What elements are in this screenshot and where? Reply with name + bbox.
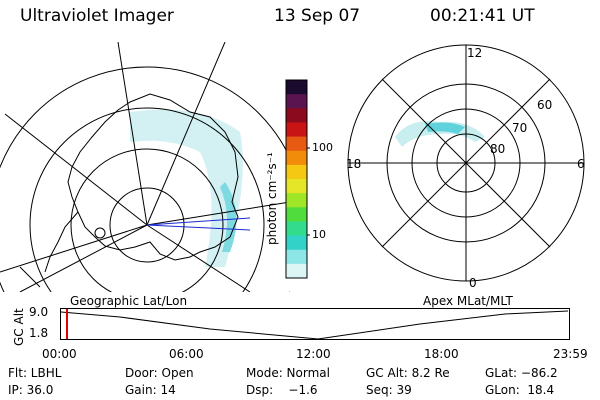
colorbar-stripe (286, 235, 307, 251)
colorbar-stripe (286, 249, 307, 265)
timeline-y-tick-1-8: 1.8 (29, 326, 49, 340)
gc-altitude-timeline (60, 308, 570, 340)
colorbar-stripe (286, 122, 307, 138)
mlt-label-0: 0 (469, 276, 477, 290)
dsp-info: Dsp: −1.6 (246, 383, 318, 397)
dipole-line (146, 217, 251, 226)
timeline-x-tick-2359: 23:59 (553, 347, 588, 361)
colorbar-unit-label: photon cm⁻²s⁻¹ (265, 152, 279, 245)
aurora-oval-bright (425, 122, 465, 134)
lat-circle-edge (0, 66, 290, 292)
gain-info: Gain: 14 (125, 383, 176, 397)
colorbar-tick-100: 100 (312, 141, 333, 154)
timeline-y-tick-9: 9.0 (29, 305, 49, 319)
glon-info: GLon: 18.4 (485, 383, 555, 397)
lon-line (19, 224, 148, 292)
colorbar-stripe (286, 80, 307, 95)
apex-caption: Apex MLat/MLT (423, 294, 513, 308)
dipole-line (146, 224, 251, 231)
lat-circle-inner (109, 187, 185, 263)
colorbar-stripe (286, 150, 307, 166)
glat-info: GLat: −86.2 (485, 366, 558, 380)
lat-circle-outer (29, 107, 265, 292)
gc-altitude-curve (60, 310, 569, 340)
timeline-x-tick-0600: 06:00 (169, 347, 204, 361)
time-label: 00:21:41 UT (430, 6, 535, 26)
lon-line (117, 42, 148, 226)
mode-info: Mode: Normal (246, 366, 330, 380)
mlt-line (381, 78, 551, 248)
mlat-label-70: 70 (512, 121, 528, 135)
timeline-x-tick-1200: 12:00 (296, 347, 331, 361)
apex-polar-map (347, 44, 585, 282)
filter-info: Flt: LBHL (8, 366, 62, 380)
date-label: 13 Sep 07 (274, 6, 361, 26)
lon-line (0, 224, 148, 273)
colorbar-stripe (286, 207, 307, 222)
mlat-label-60: 60 (537, 98, 553, 112)
lon-line (4, 113, 148, 226)
timeline-x-tick-0000: 00:00 (42, 347, 77, 361)
mlat-label-80: 80 (490, 142, 506, 156)
lon-line (146, 224, 251, 292)
colorbar-stripe (286, 179, 307, 194)
gc-alt-info: GC Alt: 8.2 Re (366, 366, 450, 380)
app-title: Ultraviolet Imager (20, 6, 174, 26)
mlt-label-18: 18 (346, 157, 362, 171)
aurora-glow (130, 109, 243, 267)
colorbar-stripe (286, 94, 307, 109)
colorbar-frame (285, 79, 308, 279)
geographic-caption: Geographic Lat/Lon (70, 294, 188, 308)
mlt-label-6: 6 (577, 157, 585, 171)
south-america-outline (19, 266, 41, 288)
peninsula-outline (44, 211, 79, 273)
colorbar-tick-10: 10 (312, 228, 326, 241)
colorbar (285, 79, 310, 279)
geographic-map (0, 42, 290, 292)
island-outline (94, 227, 106, 239)
seq-info: Seq: 39 (366, 383, 412, 397)
lon-line (146, 42, 226, 226)
lat-circle-mid (70, 148, 224, 292)
mlt-label-12: 12 (467, 46, 483, 60)
timeline-y-axis-label: GC Alt (12, 308, 26, 346)
colorbar-stripe (286, 263, 307, 279)
colorbar-stripe (286, 221, 307, 237)
lon-line (146, 201, 290, 226)
colorbar-stripe (286, 108, 307, 123)
colorbar-stripe (286, 164, 307, 180)
ip-info: IP: 36.0 (8, 383, 54, 397)
colorbar-stripe (286, 136, 307, 152)
colorbar-gradient (286, 80, 307, 279)
colorbar-stripe (286, 193, 307, 208)
timeline-x-tick-1800: 18:00 (424, 347, 459, 361)
door-info: Door: Open (125, 366, 194, 380)
continent-outline (67, 93, 239, 261)
